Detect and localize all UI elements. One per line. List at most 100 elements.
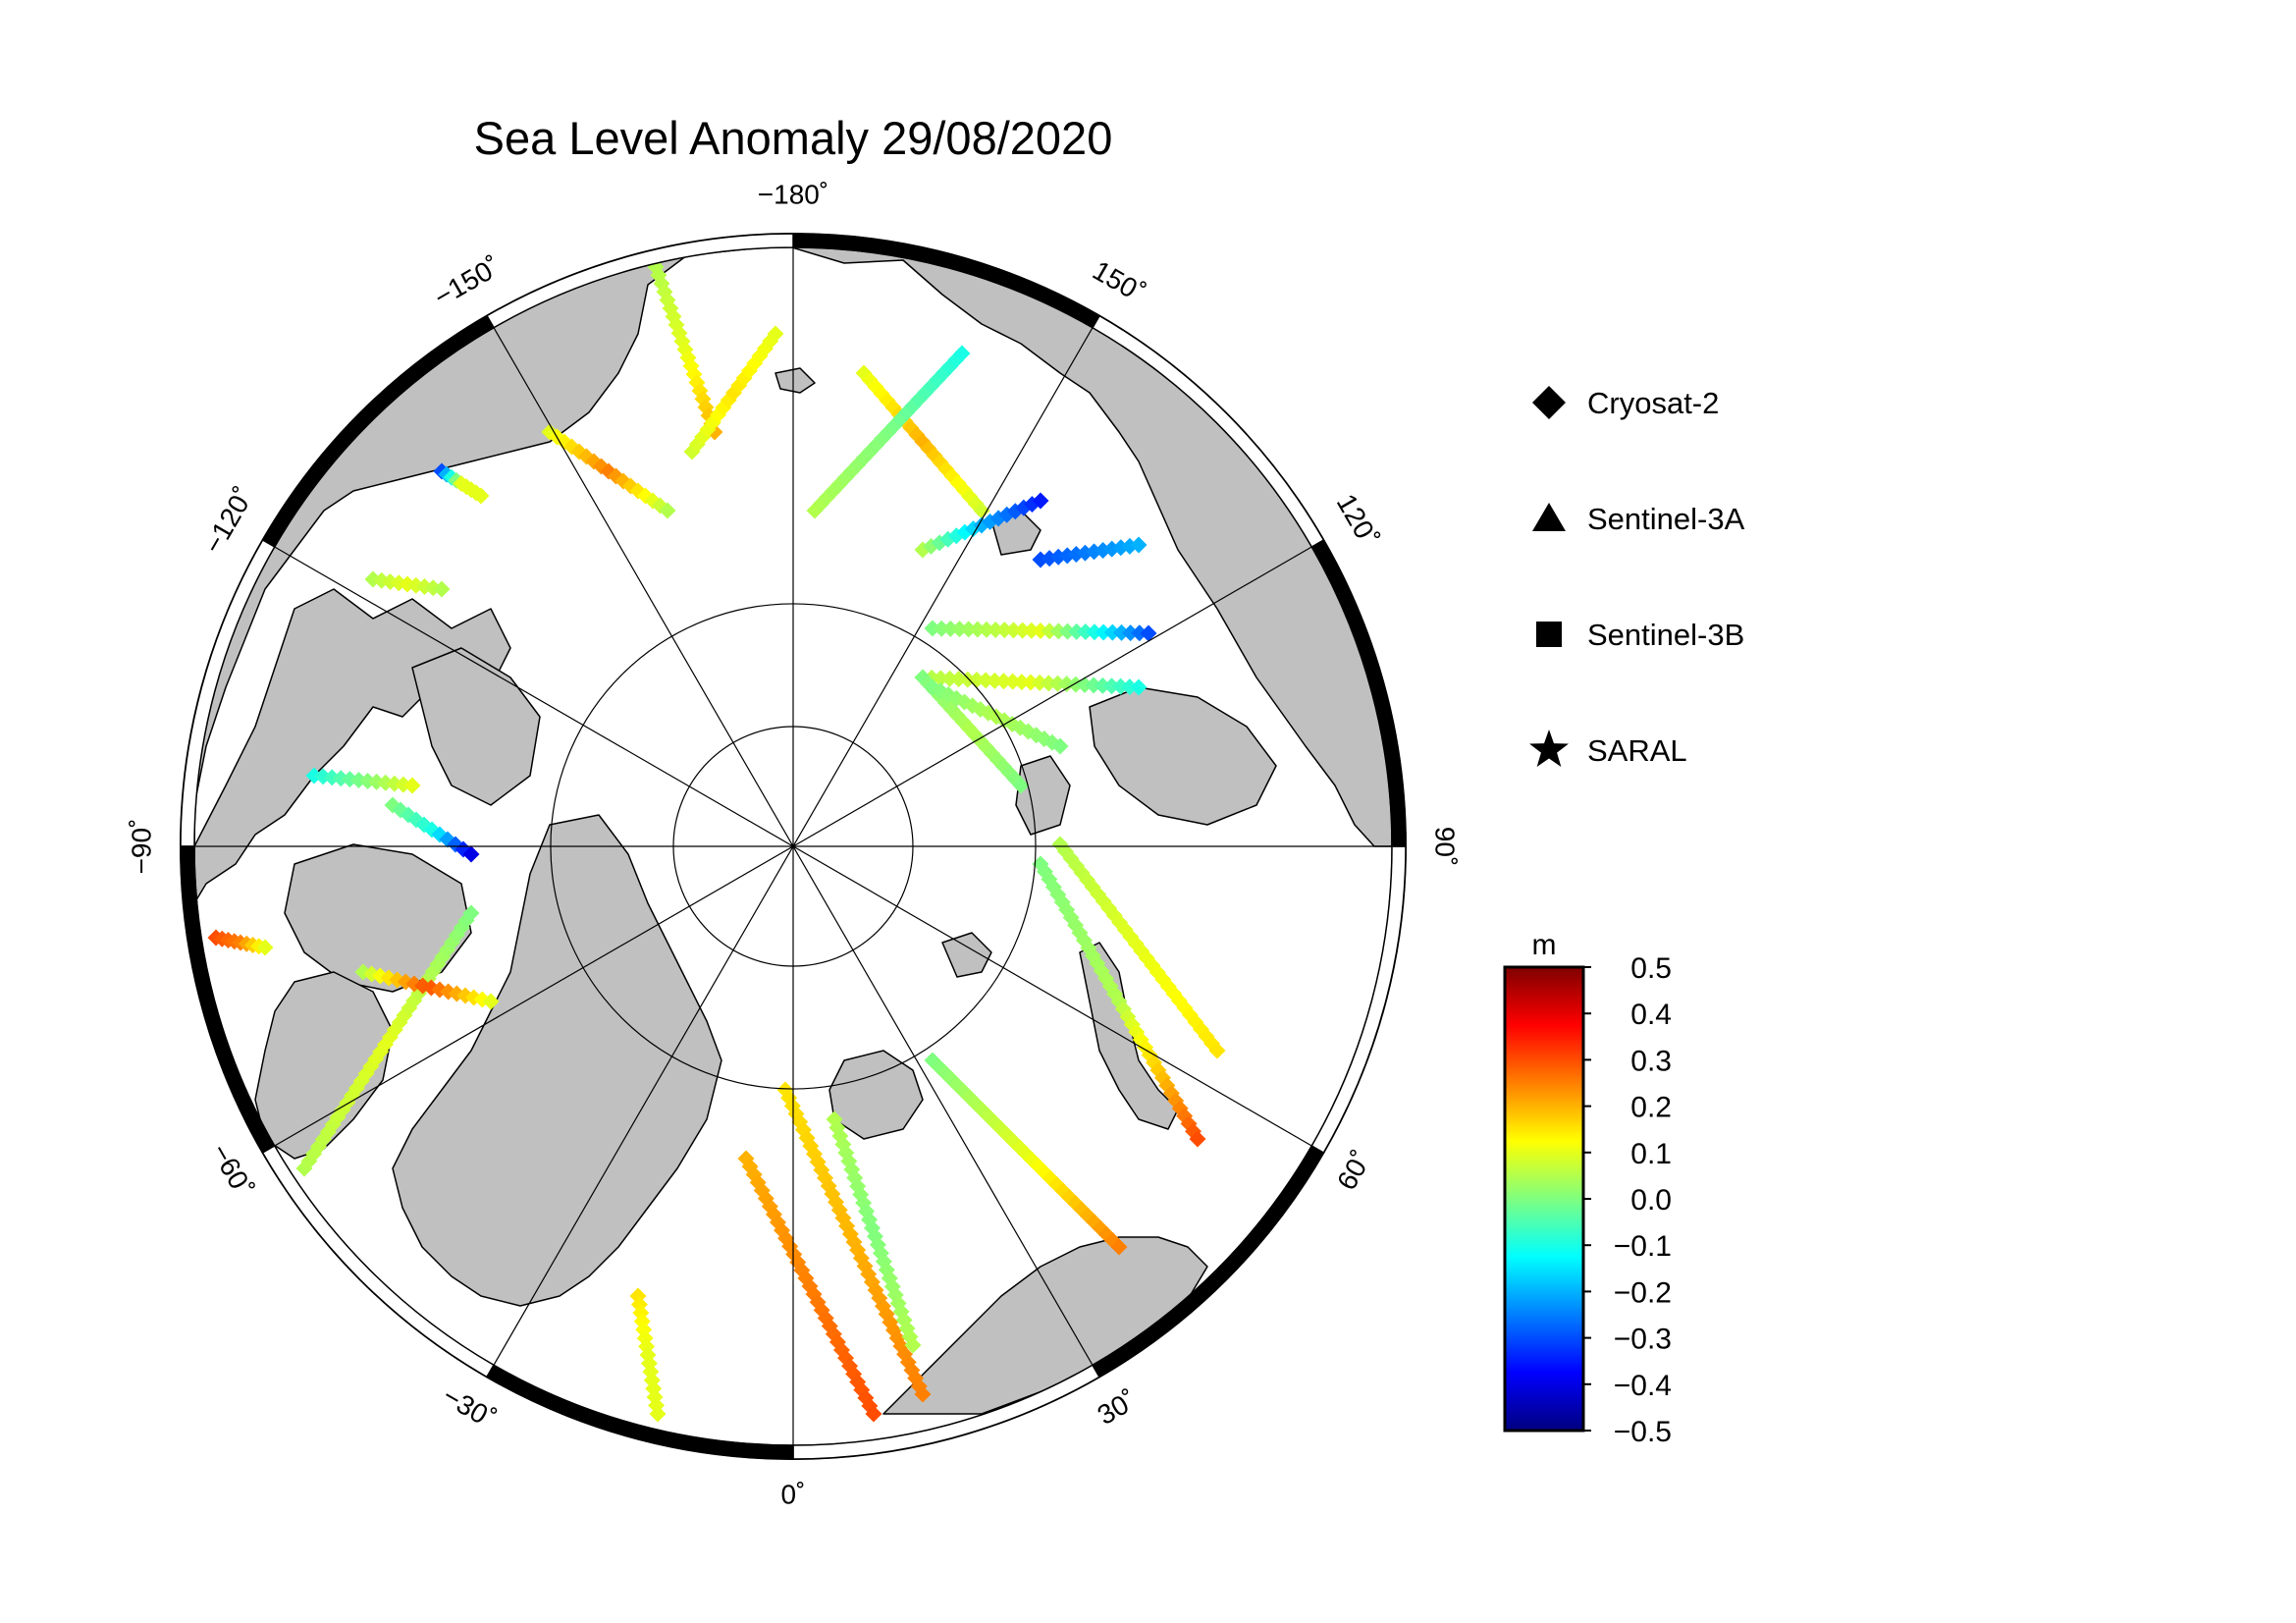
- track-sample: [1041, 622, 1058, 640]
- track-sample: [472, 487, 490, 505]
- track-sample: [1110, 1238, 1128, 1256]
- longitude-label: −120˚: [197, 482, 259, 559]
- meridian-line: [493, 327, 1094, 1366]
- track-sample: [1103, 623, 1121, 641]
- track-sample: [767, 325, 784, 343]
- track-sample: [659, 502, 676, 519]
- track-sample: [1130, 536, 1148, 554]
- track-sample: [1086, 623, 1103, 641]
- track-sample: [1022, 674, 1040, 691]
- track-sample: [995, 622, 1013, 639]
- frame-segment: [485, 1364, 794, 1460]
- legend: Cryosat-2 Sentinel-3A Sentinel-3B SARAL: [1529, 386, 1745, 768]
- colorbar-tick-label: 0.3: [1630, 1045, 1672, 1077]
- track-sample: [904, 1336, 922, 1354]
- colorbar-tick-label: −0.4: [1614, 1370, 1672, 1402]
- track-sample: [950, 671, 968, 688]
- colorbar: m 0.5 0.4 0.3 0.2 0.1 0.0 −0.1 −0.2 −0.3 −0.4 −0.5: [1503, 929, 1672, 1448]
- track-sample: [969, 621, 987, 638]
- track-sample: [1121, 678, 1139, 696]
- track-sample: [953, 345, 971, 362]
- track-sample: [403, 777, 421, 794]
- track-sample: [1095, 623, 1112, 641]
- track-sample: [1031, 674, 1048, 691]
- track-sample: [865, 1405, 882, 1423]
- land-island-b: [284, 843, 472, 993]
- track-sample: [1085, 676, 1102, 694]
- track-sample: [924, 620, 941, 637]
- longitude-label: 150˚: [1088, 254, 1150, 308]
- track-sample: [1023, 622, 1041, 639]
- colorbar-tick-label: −0.2: [1614, 1276, 1672, 1309]
- track-sample: [1013, 674, 1031, 691]
- track-sample: [1131, 624, 1148, 642]
- colorbar-unit: m: [1532, 929, 1557, 961]
- colorbar-tick-label: 0.1: [1630, 1138, 1672, 1170]
- land-svalbard: [828, 1050, 924, 1140]
- land-severnaya-zemlya: [1015, 755, 1071, 836]
- track-sample: [1004, 673, 1022, 690]
- longitude-label: 90˚: [1430, 827, 1461, 866]
- longitude-label: −60˚: [205, 1139, 259, 1203]
- legend-label: SARAL: [1587, 733, 1687, 768]
- track-sample: [1049, 622, 1067, 640]
- longitude-label: −180˚: [758, 179, 828, 209]
- track-sample: [1130, 678, 1148, 696]
- colorbar-tick-label: −0.1: [1614, 1230, 1672, 1263]
- land-franz-josef: [941, 932, 992, 978]
- track-sample: [977, 672, 994, 689]
- track-sample: [986, 672, 1003, 689]
- land-island-a: [411, 647, 541, 806]
- track-sample: [1051, 737, 1069, 755]
- longitude-label: −90˚: [126, 819, 156, 875]
- track-sample: [433, 580, 451, 598]
- track-sample: [1189, 1130, 1206, 1148]
- track-sample: [1208, 1042, 1226, 1059]
- longitude-label: 30˚: [1093, 1384, 1143, 1431]
- track-sample: [933, 620, 950, 637]
- track-sample: [959, 671, 977, 688]
- track-sample: [978, 621, 995, 638]
- track-sample: [1059, 622, 1076, 640]
- legend-label: Sentinel-3A: [1587, 502, 1745, 536]
- colorbar-tick-label: −0.3: [1614, 1324, 1672, 1356]
- track-sample: [649, 1405, 667, 1423]
- colorbar-tick-label: 0.0: [1630, 1184, 1672, 1217]
- legend-label: Cryosat-2: [1587, 386, 1719, 420]
- track-sample: [1040, 675, 1057, 692]
- diamond-marker-icon: [1532, 386, 1566, 419]
- land-taymyr: [1089, 686, 1277, 826]
- track-sample: [960, 621, 978, 638]
- longitude-label: 60˚: [1331, 1146, 1377, 1196]
- track-sample: [1005, 622, 1022, 639]
- track-sample: [1122, 624, 1140, 642]
- land-wrangel: [774, 367, 816, 394]
- longitude-label: 0˚: [781, 1479, 806, 1509]
- track-sample: [941, 620, 959, 637]
- track-sample: [1077, 623, 1095, 641]
- polar-map: −180˚ 150˚ 120˚ 90˚ 60˚ 30˚ 0˚ −30˚ −60˚ −90˚ −120…: [126, 179, 1461, 1509]
- colorbar-tick-label: 0.4: [1630, 999, 1672, 1031]
- longitude-label: −30˚: [438, 1380, 502, 1434]
- track-sample: [1058, 676, 1076, 693]
- square-marker-icon: [1536, 622, 1562, 647]
- satellite-tracks: [207, 258, 1226, 1423]
- map-frame: [180, 233, 1407, 1460]
- track-sample: [987, 621, 1004, 638]
- track-sample: [932, 670, 949, 687]
- map-title: Sea Level Anomaly 29/08/2020: [474, 112, 1113, 164]
- track-sample: [1112, 677, 1130, 695]
- track-sample: [462, 904, 480, 922]
- star-marker-icon: [1529, 730, 1569, 767]
- colorbar-tick-label: −0.5: [1614, 1416, 1672, 1448]
- track-sample: [1049, 675, 1066, 692]
- track-sample: [462, 845, 480, 863]
- track-sample: [256, 939, 274, 956]
- track-sample: [941, 670, 958, 687]
- colorbar-tick-label: 0.2: [1630, 1092, 1672, 1124]
- track-sample: [973, 502, 990, 519]
- track-sample: [1113, 623, 1130, 641]
- track-sample: [995, 673, 1012, 690]
- track-sample: [914, 1385, 932, 1403]
